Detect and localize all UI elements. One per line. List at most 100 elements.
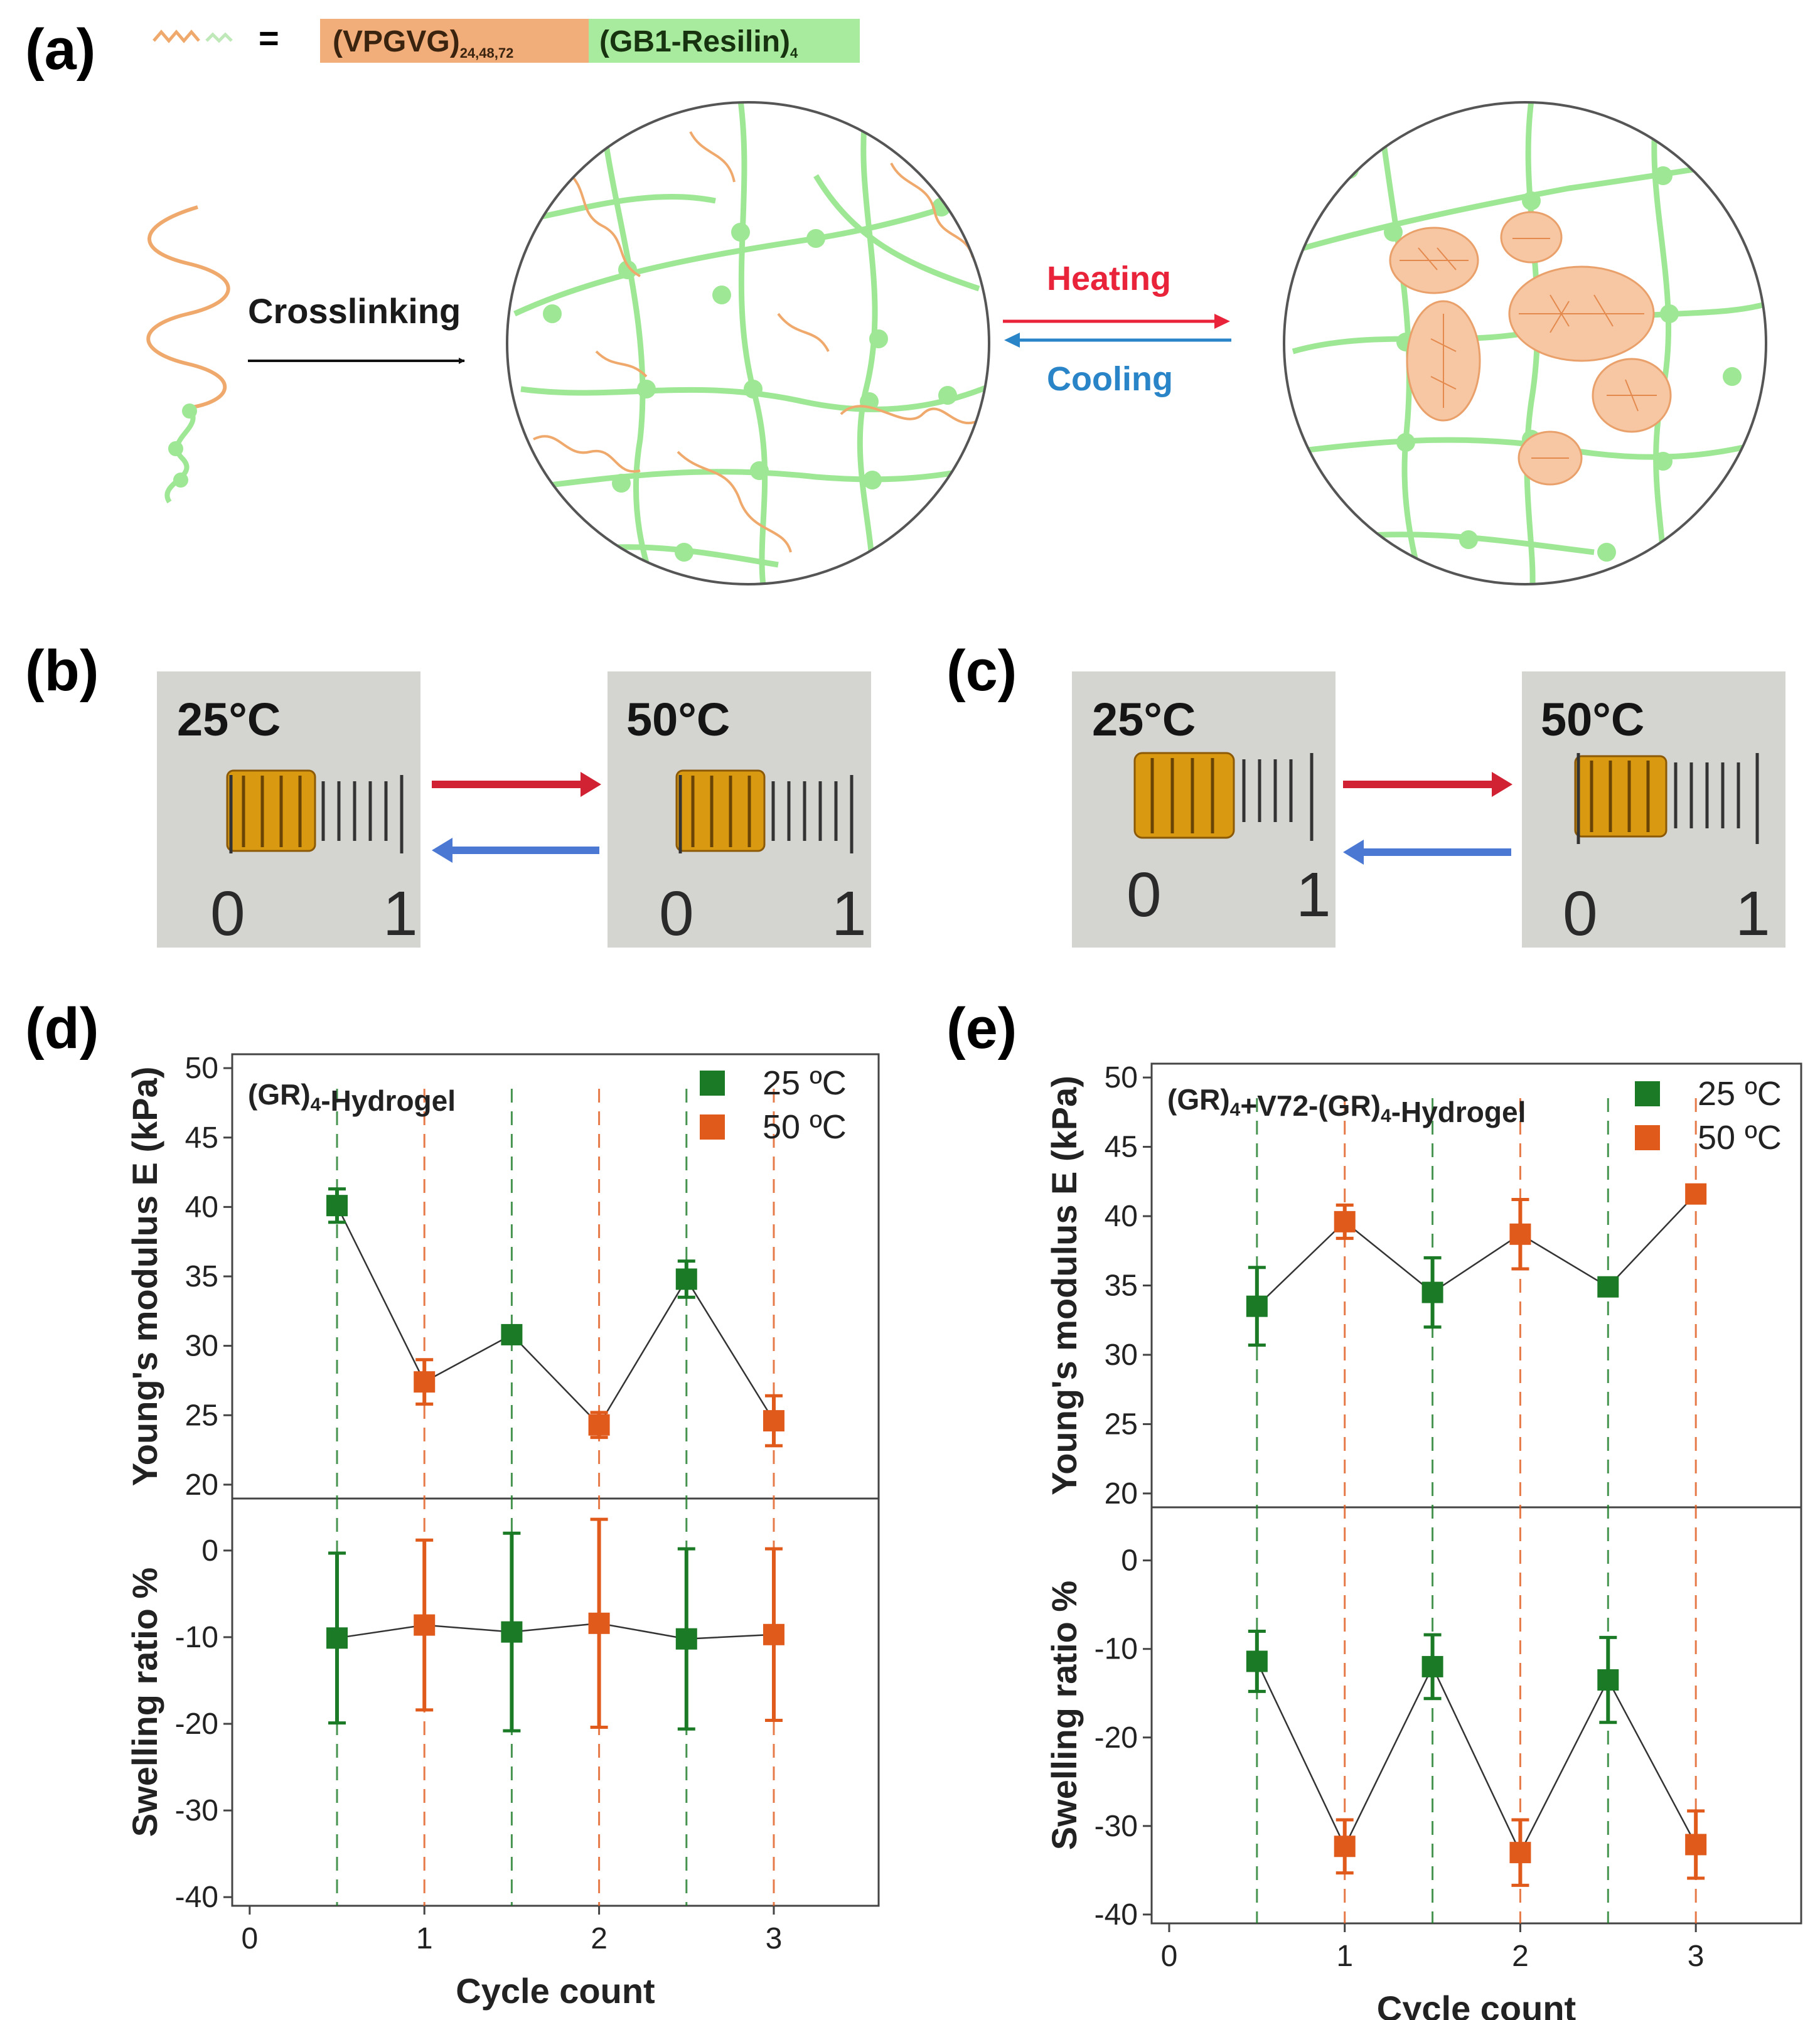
photo-b-right-one: 1 xyxy=(832,879,867,949)
gb1-resilin-label: (GB1-Resilin)4 xyxy=(599,25,798,61)
data-point xyxy=(326,1195,348,1217)
photo-c-left-one: 1 xyxy=(1296,860,1331,930)
y-tick-label: -10 xyxy=(1095,1633,1138,1666)
photo-b-left-one: 1 xyxy=(383,879,418,949)
x-tick-label: 3 xyxy=(766,1922,783,1955)
y-tick-label: 40 xyxy=(185,1190,218,1224)
gb1-resilin-block xyxy=(589,19,860,63)
data-point xyxy=(1246,1650,1268,1672)
photo-b-left-temp: 25°C xyxy=(177,693,281,745)
top-y-axis-title: Young's modulus E (kPa) xyxy=(125,1067,164,1487)
data-point xyxy=(1685,1183,1707,1205)
x-axis-title: Cycle count xyxy=(1377,1989,1576,2020)
x-tick-label: 1 xyxy=(1336,1940,1353,1973)
y-tick-label: -30 xyxy=(1095,1810,1138,1843)
y-tick-label: 35 xyxy=(185,1260,218,1293)
y-tick-label: 25 xyxy=(1105,1408,1138,1441)
collapsed-state-circle xyxy=(1283,101,1767,585)
photo-c-left-zero: 0 xyxy=(1127,860,1162,930)
photo-c-right-zero: 0 xyxy=(1563,879,1598,949)
y-tick-label: 0 xyxy=(201,1534,218,1568)
data-point xyxy=(1509,1842,1531,1864)
cooling-arrowhead xyxy=(1004,333,1020,348)
vpgvg-block xyxy=(320,19,589,63)
photo-b-right-zero: 0 xyxy=(659,879,694,949)
top-series-line xyxy=(336,1205,775,1426)
y-tick-label: -40 xyxy=(1095,1898,1138,1932)
bottom-series-line xyxy=(1256,1660,1697,1854)
y-tick-label: -30 xyxy=(175,1794,218,1827)
y-tick-label: -20 xyxy=(175,1707,218,1741)
photo-b-50c: 50°C 0 1 xyxy=(608,671,871,949)
data-point xyxy=(1597,1276,1619,1298)
x-axis-title: Cycle count xyxy=(456,1971,655,2011)
y-tick-label: 35 xyxy=(1105,1269,1138,1303)
chart-d: 0 1 2 3 Cycle count 20 25 30 35 40 45 50 Young's mod… xyxy=(125,1052,880,2011)
heating-arrowhead-b xyxy=(581,772,601,797)
x-tick-label: 2 xyxy=(591,1922,608,1955)
y-tick-label: 50 xyxy=(1105,1061,1138,1094)
crosslinking-label: Crosslinking xyxy=(248,291,461,331)
photo-c-50c: 50°C 0 1 xyxy=(1522,671,1785,949)
data-point xyxy=(1246,1295,1268,1317)
data-point xyxy=(326,1627,348,1649)
y-tick-label: 20 xyxy=(1105,1477,1138,1510)
data-point xyxy=(1334,1210,1356,1232)
heating-arrowhead xyxy=(1214,314,1230,329)
x-tick-label: 1 xyxy=(416,1922,433,1955)
y-tick-label: -10 xyxy=(175,1621,218,1654)
x-tick-label: 2 xyxy=(1512,1940,1529,1973)
data-point xyxy=(675,1628,697,1650)
x-tick-label: 0 xyxy=(241,1922,258,1955)
panel-label-b: (b) xyxy=(25,639,99,703)
y-tick-label: 0 xyxy=(1121,1544,1138,1578)
photo-c-right-temp: 50°C xyxy=(1541,693,1644,745)
panel-label-d: (d) xyxy=(25,997,99,1061)
heating-arrowhead-c xyxy=(1492,772,1512,797)
x-tick-label: 0 xyxy=(1161,1940,1178,1973)
photo-b-25c: 25°C 0 1 xyxy=(157,671,420,949)
y-tick-label: 50 xyxy=(185,1052,218,1085)
panel-label-c: (c) xyxy=(946,639,1017,703)
mini-chain-icon xyxy=(153,29,233,43)
data-point xyxy=(1509,1223,1531,1245)
heating-label: Heating xyxy=(1047,260,1171,297)
chart-title: (GR)4+V72-(GR)4-Hydrogel xyxy=(1167,1083,1526,1128)
data-point xyxy=(501,1621,523,1643)
legend-label: 25 ºC xyxy=(763,1064,847,1102)
data-point xyxy=(588,1414,610,1436)
data-point xyxy=(1685,1834,1707,1856)
hydrogel-network-swollen xyxy=(513,102,989,584)
data-point xyxy=(414,1371,436,1393)
y-tick-label: 25 xyxy=(185,1399,218,1432)
data-point xyxy=(763,1623,784,1645)
legend-label: 25 ºC xyxy=(1698,1075,1782,1113)
cooling-label: Cooling xyxy=(1047,360,1173,398)
photo-c-right-one: 1 xyxy=(1735,879,1770,949)
chart-e: 0 1 2 3 Cycle count 20 25 30 35 40 45 50 Young's mod… xyxy=(1044,1061,1802,2020)
photo-c-25c: 25°C 0 1 xyxy=(1072,671,1336,948)
y-tick-label: 40 xyxy=(1105,1200,1138,1233)
panel-label-e: (e) xyxy=(946,997,1017,1061)
y-tick-label: 20 xyxy=(185,1468,218,1502)
y-tick-label: 30 xyxy=(1105,1339,1138,1372)
y-tick-label: -40 xyxy=(175,1881,218,1914)
legend-swatch xyxy=(700,1071,725,1096)
data-point xyxy=(1597,1669,1619,1691)
x-tick-label: 3 xyxy=(1688,1940,1705,1973)
legend-swatch xyxy=(700,1114,725,1140)
y-tick-label: 45 xyxy=(1105,1131,1138,1164)
bottom-series-line xyxy=(336,1622,774,1640)
aggregate xyxy=(1500,211,1563,264)
panel-label-a: (a) xyxy=(25,18,95,82)
monomer-chain-icon xyxy=(146,205,230,504)
y-tick-label: 30 xyxy=(185,1330,218,1363)
data-point xyxy=(1334,1836,1356,1857)
data-point xyxy=(763,1410,784,1432)
data-point xyxy=(675,1268,697,1290)
swollen-state-circle xyxy=(506,101,990,585)
top-y-axis-title: Young's modulus E (kPa) xyxy=(1044,1076,1084,1495)
data-point xyxy=(501,1323,523,1345)
data-point xyxy=(1421,1281,1443,1303)
